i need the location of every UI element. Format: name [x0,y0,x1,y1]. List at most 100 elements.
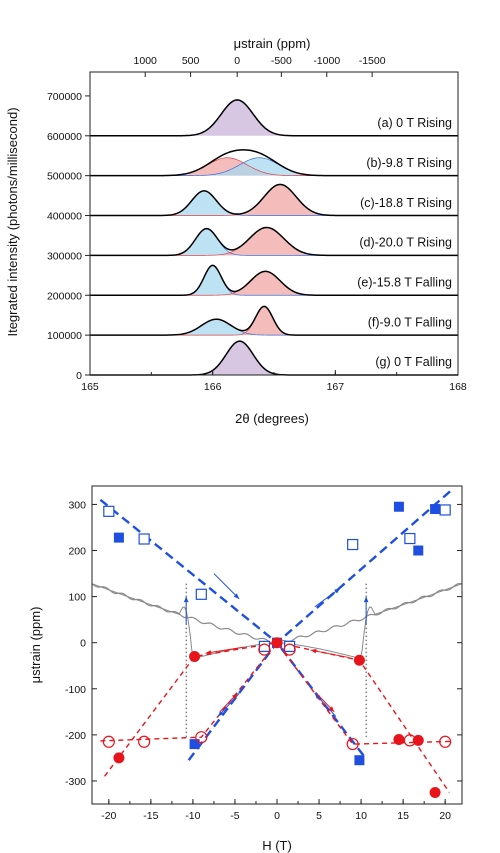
y-tick-label-0: 0 [76,370,82,382]
point-square-filled-2 [413,545,424,556]
point-circle-filled-1 [189,651,201,663]
arrow-blue-2-head [334,588,341,594]
trace-label-3: (d)-20.0 T Rising [359,236,452,250]
x-tick-label-2: 167 [327,381,345,393]
trace-label-4: (e)-15.8 T Falling [357,276,452,290]
peak-fill-2-1 [90,184,458,216]
y-tick-label-7: 700000 [47,91,82,103]
top-tick-label-4: -1000 [313,55,340,67]
y-tick-label-6: 600000 [47,131,82,143]
point-circle-filled-5 [429,786,441,798]
point-circle-open-4 [283,643,296,656]
y-tick-label-b-1: -200 [65,730,86,742]
top-tick-label-3: -500 [271,55,292,67]
arrow-red-3-head [231,693,238,699]
x-tick-label-1: 166 [204,381,222,393]
y-tick-label-b-4: 100 [68,592,86,604]
point-circle-filled-6 [271,637,283,649]
y-tick-label-b-2: -100 [65,684,86,696]
trace-envelope-5 [90,305,458,336]
trace-label-5: (f)-9.0 T Falling [368,315,452,329]
peak-fill-3-1 [90,227,458,256]
dashed-line-2 [104,641,450,793]
x-tick-label-b-1: -15 [143,810,158,822]
diffraction-peaks-chart: (a) 0 T Rising (b)-9.8 T Rising (c)-18.8 T… [5,36,467,426]
arrow-red-1 [205,646,244,654]
x-tick-label-b-0: -20 [101,810,116,822]
point-square-filled-1 [393,501,404,512]
arrow-red-2-head [310,648,317,654]
x-tick-label-b-7: 15 [397,810,409,822]
x-tick-label-b-8: 20 [439,810,451,822]
top-tick-label-0: 1000 [134,55,158,67]
sweep-arrows [183,573,369,717]
dashed-line-1 [187,640,367,761]
point-square-open-2 [195,588,207,600]
arrow-blue-4-head [314,693,321,700]
background-curves [91,582,463,738]
point-circle-open-5 [346,737,359,751]
dashed-line-3 [100,641,454,745]
trace-envelope-0 [90,99,458,137]
point-circle-open-0 [102,735,115,748]
trace-envelope-4 [90,264,458,297]
point-square-filled-0 [113,532,124,543]
y-tick-label-2: 200000 [47,290,82,302]
gray-curve-outer [91,582,463,644]
point-square-filled-4 [189,739,200,750]
point-square-open-5 [439,504,451,516]
point-circle-open-7 [439,735,452,748]
top-tick-label-5: -1500 [359,55,386,67]
point-square-open-4 [404,532,416,545]
axes-bottom: -20 -15 -10 -5 0 5 10 15 20 -300 -200 -100 0 100 200 30… [65,499,462,822]
x-tick-label-0: 165 [81,381,99,393]
top-tick-label-1: 500 [182,55,200,67]
y-tick-label-4: 400000 [47,211,82,223]
trace-envelope-2 [90,183,458,217]
point-circle-open-6 [403,734,416,747]
arrow-red-4-head [328,706,335,712]
point-circle-open-3 [258,643,271,656]
arrow-blue-5-head [183,596,189,603]
y-tick-label-3: 300000 [47,250,82,262]
point-square-open-0 [103,505,115,517]
arrow-blue-1-head [233,593,240,599]
arrow-red-1-head [205,650,212,655]
arrow-red-2 [310,649,349,658]
point-square-filled-5 [354,755,365,766]
x-tick-label-b-4: 0 [274,810,280,822]
trace-label-1: (b)-9.8 T Rising [366,156,452,170]
arrow-blue-6-head [363,596,369,603]
point-square-open-6 [258,640,270,652]
y-tick-label-1: 100000 [47,330,82,342]
trace-layer: (a) 0 T Rising (b)-9.8 T Rising (c)-18.8 T… [90,99,458,376]
point-square-filled-3 [430,504,441,515]
peak-fill-4-1 [90,271,458,296]
y-axis-title-bottom: μstrain (ppm) [28,607,43,684]
top-tick-label-2: 0 [234,55,240,67]
strain-vs-field-chart: -20 -15 -10 -5 0 5 10 15 20 -300 -200 -100 0 100 200 30… [28,485,463,853]
x-tick-label-b-5: 5 [316,810,322,822]
point-square-open-7 [284,640,296,652]
point-circle-filled-0 [113,752,125,764]
arrow-blue-3-head [218,710,224,717]
x-tick-label-b-6: 10 [355,810,367,822]
data-points [102,501,452,798]
arrow-blue-1 [213,573,240,600]
trace-label-0: (a) 0 T Rising [377,116,452,130]
y-tick-label-b-5: 200 [68,546,86,558]
point-circle-filled-4 [412,734,424,746]
point-square-open-1 [138,533,150,545]
y-tick-label-b-6: 300 [68,499,86,511]
point-circle-filled-2 [353,654,365,666]
x-tick-label-b-2: -10 [185,810,200,822]
point-circle-filled-3 [393,733,405,745]
top-axis-title: μstrain (ppm) [234,36,311,51]
x-axis-title-bottom: H (T) [262,838,292,853]
point-circle-open-1 [138,735,151,748]
x-tick-label-b-3: -5 [230,810,239,822]
point-circle-open-2 [195,731,208,744]
trace-envelope-3 [90,226,458,257]
peak-fill-1-1 [90,157,458,176]
y-tick-label-b-3: 0 [80,638,86,650]
